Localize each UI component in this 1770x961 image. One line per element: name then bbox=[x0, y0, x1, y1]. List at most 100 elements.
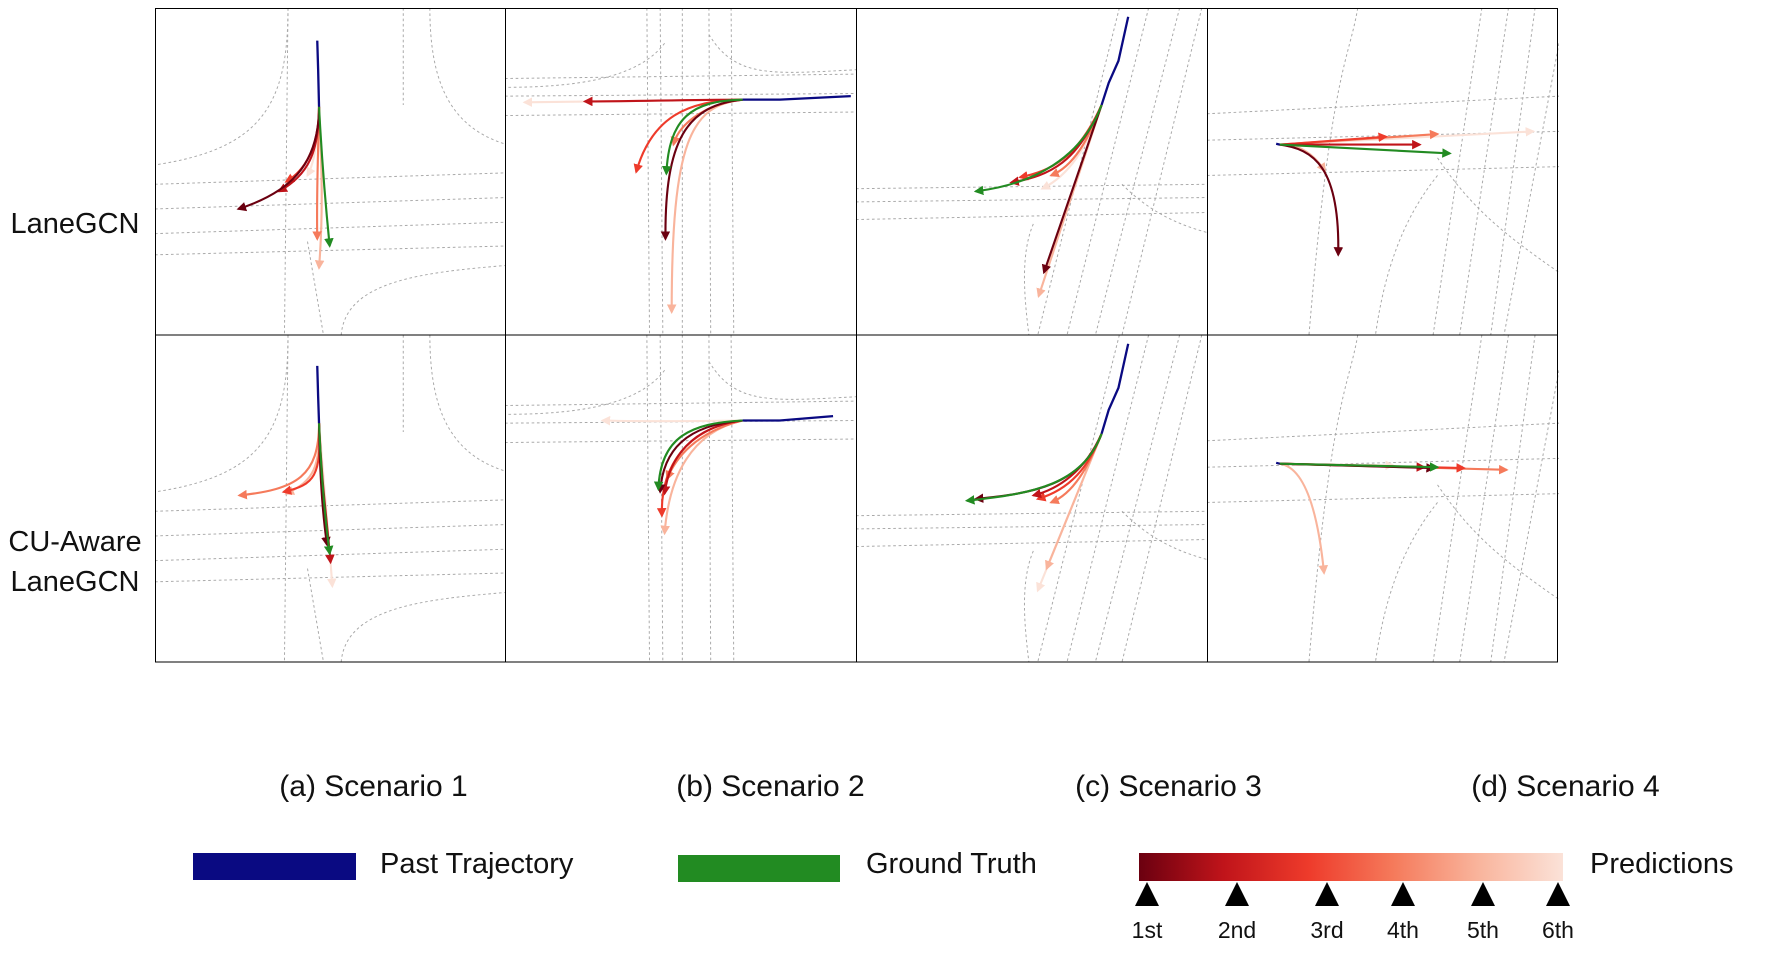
lane-line bbox=[505, 73, 857, 79]
lane-line bbox=[155, 335, 289, 493]
lane-line bbox=[730, 8, 735, 335]
lane-line bbox=[1066, 8, 1150, 335]
lane-line bbox=[1490, 335, 1536, 662]
prediction-trajectory bbox=[660, 419, 743, 496]
scenario-panel bbox=[856, 8, 1208, 335]
tick-label: 5th bbox=[1467, 917, 1499, 943]
lane-line bbox=[1121, 335, 1203, 662]
lane-line bbox=[856, 539, 1208, 548]
lane-line bbox=[1024, 550, 1034, 662]
row-label-line: LaneGCN bbox=[10, 208, 140, 240]
lane-line bbox=[155, 499, 507, 512]
lane-line bbox=[1432, 335, 1483, 662]
lane-line bbox=[340, 591, 507, 662]
predictions-gradient-bar bbox=[1139, 853, 1563, 881]
lane-line bbox=[659, 8, 664, 335]
caption-scenario-3: (c) Scenario 3 bbox=[1075, 770, 1262, 803]
scenario-panel bbox=[1207, 335, 1559, 662]
lane-line bbox=[1121, 510, 1208, 561]
lane-line bbox=[1094, 8, 1181, 335]
ground-truth-label: Ground Truth bbox=[866, 848, 1037, 880]
lane-line bbox=[155, 8, 289, 166]
lane-line bbox=[856, 197, 1208, 203]
scenario-panel bbox=[505, 335, 857, 662]
past-trajectory bbox=[1275, 142, 1280, 146]
scenario-panel bbox=[505, 8, 857, 335]
prediction-trajectory bbox=[236, 106, 321, 212]
ground-truth-trajectory bbox=[1279, 143, 1452, 158]
tick-label: 3rd bbox=[1310, 917, 1344, 943]
ground-truth-trajectory bbox=[317, 423, 334, 556]
lane-line bbox=[1437, 484, 1559, 600]
lane-line bbox=[1308, 8, 1359, 335]
prediction-trajectory bbox=[1279, 143, 1344, 257]
panel-grid-frame bbox=[155, 8, 1558, 663]
lane-line bbox=[856, 183, 1208, 190]
tick-marker-icon bbox=[1315, 882, 1339, 906]
row-label-line: CU-Aware bbox=[8, 526, 142, 558]
lane-line bbox=[1207, 457, 1559, 468]
ground-truth-trajectory bbox=[1279, 462, 1440, 472]
lane-line bbox=[856, 524, 1208, 530]
lane-line bbox=[429, 335, 507, 473]
caption-scenario-1: (a) Scenario 1 bbox=[279, 770, 468, 803]
lane-line bbox=[1121, 8, 1203, 335]
scenario-panel-grid bbox=[155, 8, 1765, 752]
scenario-panel bbox=[155, 8, 507, 335]
past-trajectory bbox=[1100, 16, 1130, 106]
lane-line bbox=[505, 369, 665, 415]
lane-line bbox=[283, 335, 289, 662]
lane-line bbox=[1207, 493, 1559, 503]
row-label-cu-aware-lanegcn: CU-Aware LaneGCN bbox=[0, 522, 150, 602]
past-trajectory bbox=[1100, 343, 1130, 435]
lane-line bbox=[646, 335, 651, 662]
ground-truth-trajectory bbox=[661, 98, 743, 176]
lane-line bbox=[1490, 8, 1536, 335]
prediction-trajectory bbox=[1041, 104, 1103, 275]
past-trajectory-swatch bbox=[193, 853, 356, 880]
lane-line bbox=[1207, 95, 1559, 115]
lane-line bbox=[1037, 8, 1120, 335]
past-trajectory-label: Past Trajectory bbox=[380, 848, 574, 880]
prediction-trajectory bbox=[1279, 132, 1389, 146]
lane-line bbox=[429, 8, 507, 146]
prediction-trajectory bbox=[600, 415, 743, 426]
lane-line bbox=[1066, 335, 1150, 662]
lane-line bbox=[505, 438, 857, 444]
past-trajectory bbox=[742, 414, 834, 422]
lane-line bbox=[505, 400, 857, 406]
caption-scenario-2: (b) Scenario 2 bbox=[676, 770, 865, 803]
prediction-trajectory bbox=[1279, 462, 1329, 575]
scenario-panel bbox=[1207, 8, 1559, 335]
past-trajectory bbox=[316, 40, 321, 107]
prediction-trajectory bbox=[660, 98, 743, 241]
tick-label: 1st bbox=[1131, 917, 1163, 943]
lane-line bbox=[340, 264, 507, 335]
prediction-trajectory bbox=[237, 423, 321, 500]
tick-marker-icon bbox=[1135, 882, 1159, 906]
tick-marker-icon bbox=[1391, 882, 1415, 906]
lane-line bbox=[1503, 43, 1559, 335]
lane-line bbox=[1024, 223, 1034, 335]
lane-line bbox=[1459, 335, 1509, 662]
lane-line bbox=[505, 93, 857, 97]
lane-line bbox=[856, 510, 1208, 517]
past-trajectory bbox=[316, 365, 321, 424]
lane-line bbox=[659, 335, 664, 662]
caption-scenario-4: (d) Scenario 4 bbox=[1471, 770, 1660, 803]
lane-line bbox=[155, 524, 507, 537]
scenario-panel bbox=[155, 335, 507, 662]
tick-label: 4th bbox=[1387, 917, 1419, 943]
lane-line bbox=[1207, 166, 1559, 176]
predictions-label: Predictions bbox=[1590, 848, 1734, 880]
ground-truth-swatch bbox=[678, 855, 840, 882]
lane-line bbox=[283, 8, 289, 335]
past-trajectory bbox=[742, 94, 851, 101]
lane-line bbox=[155, 172, 507, 185]
tick-marker-icon bbox=[1546, 882, 1570, 906]
lane-line bbox=[1037, 335, 1120, 662]
lane-line bbox=[155, 245, 507, 256]
row-label-lanegcn: LaneGCN bbox=[0, 204, 150, 244]
lane-line bbox=[856, 212, 1208, 221]
ground-truth-trajectory bbox=[317, 106, 334, 248]
